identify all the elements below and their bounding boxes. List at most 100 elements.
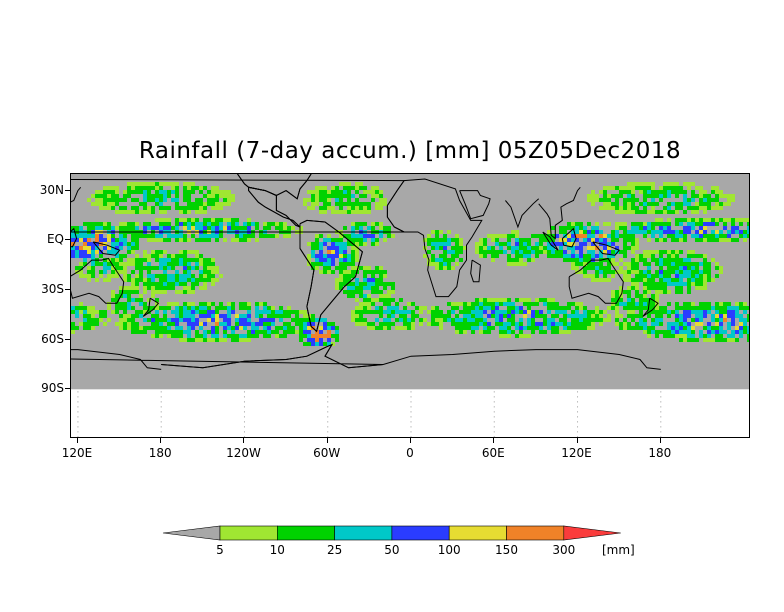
rain-cell [747,334,749,338]
rain-cell [715,306,719,310]
rain-cell [519,318,523,322]
rain-cell [79,302,83,306]
rain-cell [679,322,683,326]
rain-cell [135,262,139,266]
rain-cell [351,234,355,238]
rain-cell [747,230,749,234]
rain-cell [251,326,255,330]
rain-cell [639,190,643,194]
rain-cell [651,250,655,254]
rain-cell [163,194,167,198]
rain-cell [695,322,699,326]
rain-cell [583,314,587,318]
rain-cell [571,230,575,234]
rain-cell [327,206,331,210]
rain-cell [155,250,159,254]
rain-cell [635,254,639,258]
rain-cell [211,334,215,338]
rain-cell [667,222,671,226]
lon-tick-6 [576,438,578,443]
coastline-sumatra [542,231,559,251]
rain-cell [175,182,179,186]
rain-cell [591,190,595,194]
rain-cell [571,238,575,242]
rain-cell [563,254,567,258]
rain-cell [675,230,679,234]
rain-cell [571,250,575,254]
rain-cell [151,198,155,202]
rain-cell [171,266,175,270]
rain-cell [87,306,91,310]
rain-cell [155,226,159,230]
rain-cell [511,258,515,262]
rain-cell [335,326,339,330]
rain-cell [195,306,199,310]
map-title: Rainfall (7-day accum.) [mm] 05Z05Dec201… [138,138,682,164]
rain-cell [547,306,551,310]
lat-tick-2 [65,288,70,290]
rain-cell [483,298,487,302]
rain-cell [635,294,639,298]
rain-cell [79,226,83,230]
rain-cell [371,190,375,194]
rain-cell [515,230,519,234]
rain-cell [703,310,707,314]
rain-cell [223,226,227,230]
rain-cell [167,274,171,278]
rain-cell [119,222,123,226]
rain-cell [367,286,371,290]
rain-cell [139,262,143,266]
rain-cell [351,250,355,254]
rain-cell [215,330,219,334]
rain-cell [547,250,551,254]
rain-cell [315,190,319,194]
rain-cell [671,210,675,214]
rain-cell [275,310,279,314]
rain-cell [179,222,183,226]
rain-cell [643,322,647,326]
rain-cell [127,274,131,278]
rain-cell [651,306,655,310]
rain-cell [183,302,187,306]
rain-cell [179,334,183,338]
rain-cell [591,226,595,230]
rain-cell [411,318,415,322]
rain-cell [551,242,555,246]
rain-cell [651,182,655,186]
rain-cell [671,282,675,286]
rain-cell [327,246,331,250]
rain-cell [195,318,199,322]
rain-cell [83,274,87,278]
rain-cell [431,230,435,234]
rain-cell [167,322,171,326]
rain-cell [391,286,395,290]
rain-cell [639,186,643,190]
rain-cell [527,258,531,262]
rain-cell [371,282,375,286]
rain-cell [651,322,655,326]
rain-cell [503,298,507,302]
rain-cell [671,182,675,186]
rain-cell [551,302,555,306]
rain-cell [431,310,435,314]
rain-cell [431,258,435,262]
rain-cell [623,326,627,330]
rain-cell [455,242,459,246]
rain-cell [375,310,379,314]
rain-cell [443,318,447,322]
rain-cell [559,226,563,230]
rain-cell [475,250,479,254]
rain-cell [655,274,659,278]
rain-cell [367,202,371,206]
rain-cell [387,290,391,294]
rain-cell [695,270,699,274]
rain-cell [691,334,695,338]
rain-cell [131,270,135,274]
rain-cell [91,322,95,326]
rain-cell [323,198,327,202]
rain-cell [703,286,707,290]
rain-cell [215,326,219,330]
rain-cell [187,334,191,338]
rain-cell [547,326,551,330]
rain-cell [215,238,219,242]
